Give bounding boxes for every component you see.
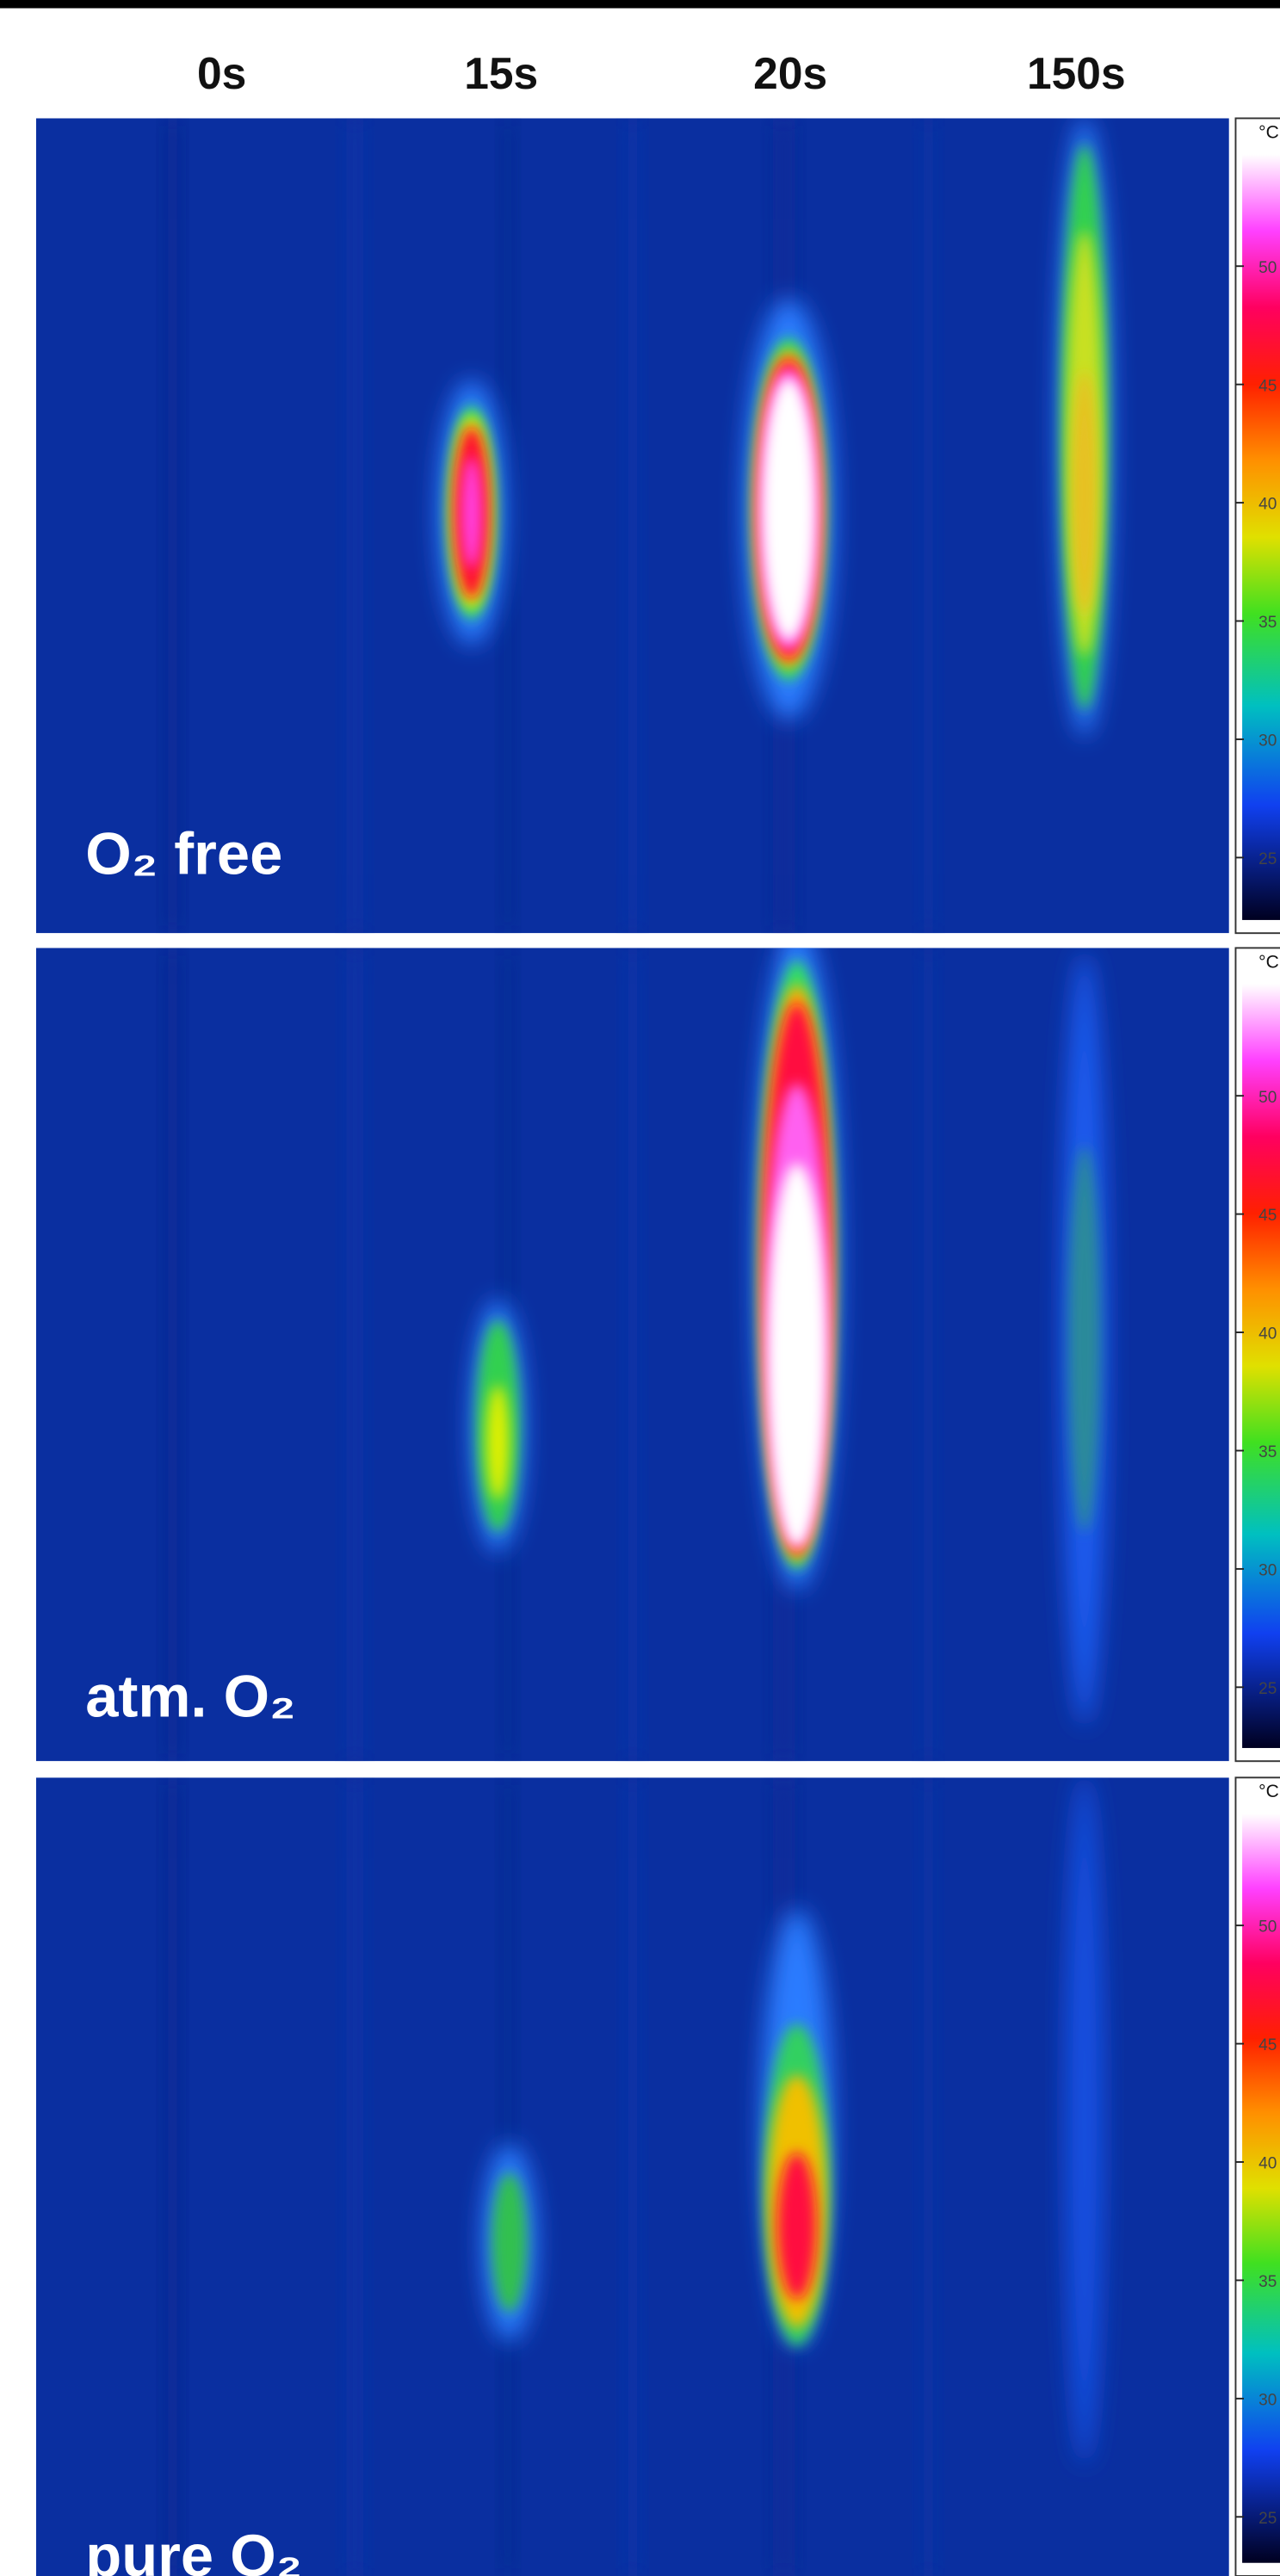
colorbar <box>1242 1813 1280 2563</box>
streak <box>501 118 515 934</box>
hot-spot <box>776 2152 817 2300</box>
column-header: 20s <box>753 48 827 98</box>
colorbar-tick-label: 25 <box>1258 1680 1277 1698</box>
streak <box>624 948 641 1762</box>
thermal-panel <box>35 118 1229 934</box>
colorbar-tick-label: 45 <box>1258 1207 1277 1225</box>
streak <box>919 1777 937 2576</box>
hot-spot <box>761 378 816 641</box>
streak <box>344 948 365 1762</box>
colorbar-tick-label: 30 <box>1258 1562 1277 1580</box>
colorbar-tick-label: 40 <box>1258 1325 1277 1344</box>
hot-spot <box>492 2172 528 2313</box>
colorbar-tick-label: 40 <box>1258 496 1277 514</box>
column-header: 150s <box>1027 48 1126 98</box>
colorbar-tick-label: 35 <box>1258 614 1277 632</box>
hot-spot <box>1068 1146 1101 1532</box>
colorbar-tick-label: 40 <box>1258 2155 1277 2173</box>
top-rule <box>0 0 1280 9</box>
row-label: atm. O₂ <box>85 1664 295 1730</box>
colorbar-tick-label: 25 <box>1258 2510 1277 2528</box>
streak <box>344 118 365 934</box>
hot-spot <box>1072 371 1098 615</box>
streak <box>164 948 181 1762</box>
colorbar-tick-label: 45 <box>1258 377 1277 395</box>
hot-spot <box>486 1385 510 1500</box>
streak <box>919 118 937 934</box>
hot-spot <box>767 1163 827 1548</box>
colorbar-tick-label: 45 <box>1258 2036 1277 2054</box>
streak <box>624 118 641 934</box>
hot-spot <box>461 456 482 569</box>
streak <box>164 118 181 934</box>
colorbar-tick-label: 35 <box>1258 2273 1277 2291</box>
colorbar-tick-label: 35 <box>1258 1443 1277 1461</box>
colorbar-tick-label: 50 <box>1258 259 1277 277</box>
row-label: pure O₂ <box>85 2523 302 2576</box>
colorbar-tick-label: 50 <box>1258 1089 1277 1107</box>
streak <box>919 948 937 1762</box>
colorbar-tick-label: 30 <box>1258 2391 1277 2409</box>
colorbar <box>1242 154 1280 920</box>
colorbar <box>1242 984 1280 1748</box>
hot-spot <box>1064 1777 1104 2465</box>
colorbar-unit: °C <box>1258 1782 1279 1801</box>
thermal-panel <box>35 1777 1229 2576</box>
colorbar-unit: °C <box>1258 952 1279 972</box>
streak <box>164 1777 181 2576</box>
column-header: 0s <box>197 48 246 98</box>
colorbar-tick-label: 30 <box>1258 732 1277 751</box>
colorbar-unit: °C <box>1258 122 1279 142</box>
colorbar-tick-label: 50 <box>1258 1918 1277 1937</box>
streak <box>344 1777 365 2576</box>
thermal-panel <box>35 948 1229 1762</box>
column-header: 15s <box>464 48 538 98</box>
colorbar-tick-label: 25 <box>1258 850 1277 868</box>
row-label: O₂ free <box>85 820 282 886</box>
streak <box>624 1777 641 2576</box>
